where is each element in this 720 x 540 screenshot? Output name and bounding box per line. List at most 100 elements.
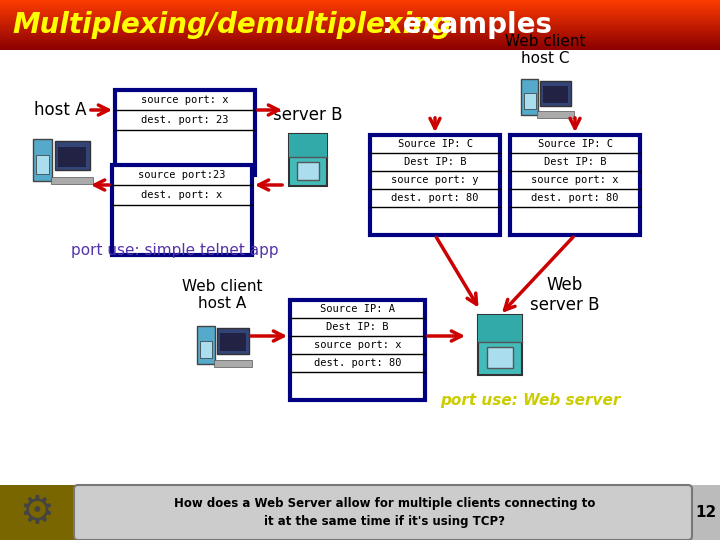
Bar: [0, 11, 720, 12]
Bar: [115, 90, 255, 175]
Bar: [0, 9, 720, 10]
Bar: [0, 46, 720, 47]
Text: dest. port: 80: dest. port: 80: [391, 193, 479, 203]
Bar: [540, 81, 571, 105]
Bar: [217, 328, 249, 354]
Bar: [0, 15, 720, 16]
Text: Web client
host C: Web client host C: [505, 34, 585, 66]
Text: dest. port: 80: dest. port: 80: [314, 358, 401, 368]
Text: source port: x: source port: x: [531, 175, 618, 185]
Bar: [0, 8, 720, 9]
Bar: [0, 3, 720, 4]
Bar: [0, 40, 720, 41]
Text: host A: host A: [34, 101, 86, 119]
Bar: [289, 134, 327, 186]
Text: source port:23: source port:23: [138, 170, 226, 180]
Bar: [0, 31, 720, 32]
Bar: [0, 19, 720, 20]
Bar: [524, 93, 536, 109]
Bar: [112, 165, 252, 255]
Text: How does a Web Server allow for multiple clients connecting to: How does a Web Server allow for multiple…: [174, 497, 595, 510]
Bar: [0, 13, 720, 14]
Bar: [0, 29, 720, 30]
Text: Web
server B: Web server B: [530, 275, 600, 314]
Bar: [0, 48, 720, 49]
FancyBboxPatch shape: [74, 485, 692, 540]
Bar: [0, 33, 720, 34]
Bar: [0, 6, 720, 7]
Text: dest. port: 80: dest. port: 80: [531, 193, 618, 203]
Bar: [0, 36, 720, 37]
Bar: [55, 141, 90, 170]
Bar: [0, 12, 720, 13]
Bar: [0, 24, 720, 25]
Bar: [200, 341, 212, 358]
Bar: [0, 16, 720, 17]
Bar: [197, 326, 215, 364]
Bar: [0, 22, 720, 23]
Bar: [0, 39, 720, 40]
Bar: [0, 27, 720, 28]
Bar: [0, 35, 720, 36]
Bar: [36, 156, 49, 174]
Bar: [32, 139, 53, 181]
Text: server B: server B: [274, 106, 343, 124]
Bar: [0, 49, 720, 50]
Bar: [0, 30, 720, 31]
Bar: [478, 315, 522, 375]
Text: Dest IP: B: Dest IP: B: [404, 157, 467, 167]
Text: Dest IP: B: Dest IP: B: [544, 157, 606, 167]
Bar: [0, 32, 720, 33]
Text: Source IP: A: Source IP: A: [320, 304, 395, 314]
Bar: [0, 41, 720, 42]
Bar: [214, 360, 252, 367]
Bar: [0, 34, 720, 35]
Bar: [0, 1, 720, 2]
Bar: [0, 20, 720, 21]
Text: port use: simple telnet app: port use: simple telnet app: [71, 242, 279, 258]
Bar: [521, 79, 539, 115]
Text: 12: 12: [696, 505, 716, 520]
Text: source port: y: source port: y: [391, 175, 479, 185]
Bar: [220, 333, 246, 351]
Bar: [537, 111, 574, 118]
Bar: [543, 86, 568, 103]
Bar: [0, 4, 720, 5]
Bar: [290, 300, 425, 400]
Text: port use: Web server: port use: Web server: [440, 393, 620, 408]
Bar: [510, 135, 640, 235]
Bar: [0, 485, 75, 540]
Bar: [487, 347, 513, 368]
Text: Source IP: C: Source IP: C: [538, 139, 613, 149]
Bar: [0, 5, 720, 6]
Bar: [297, 161, 320, 180]
Bar: [0, 44, 720, 45]
Text: it at the same time if it's using TCP?: it at the same time if it's using TCP?: [264, 515, 505, 528]
Bar: [0, 7, 720, 8]
Bar: [0, 18, 720, 19]
Text: source port: x: source port: x: [314, 340, 401, 350]
Bar: [0, 47, 720, 48]
Bar: [0, 485, 720, 540]
Text: Multiplexing/demultiplexing: Multiplexing/demultiplexing: [12, 11, 452, 39]
Bar: [0, 43, 720, 44]
Bar: [51, 177, 93, 184]
Text: Dest IP: B: Dest IP: B: [326, 322, 389, 332]
Bar: [0, 0, 720, 1]
Bar: [0, 42, 720, 43]
Bar: [478, 315, 522, 342]
Bar: [0, 2, 720, 3]
Bar: [58, 147, 86, 167]
Text: dest. port: 23: dest. port: 23: [141, 115, 229, 125]
Text: ⚙: ⚙: [19, 494, 55, 531]
Bar: [0, 38, 720, 39]
Text: dest. port: x: dest. port: x: [141, 190, 222, 200]
Text: Source IP: C: Source IP: C: [397, 139, 472, 149]
Bar: [0, 17, 720, 18]
Text: : examples: : examples: [382, 11, 552, 39]
Text: Web client
host A: Web client host A: [181, 279, 262, 311]
Bar: [0, 21, 720, 22]
Bar: [0, 28, 720, 29]
Text: source port: x: source port: x: [141, 95, 229, 105]
Bar: [289, 134, 327, 157]
